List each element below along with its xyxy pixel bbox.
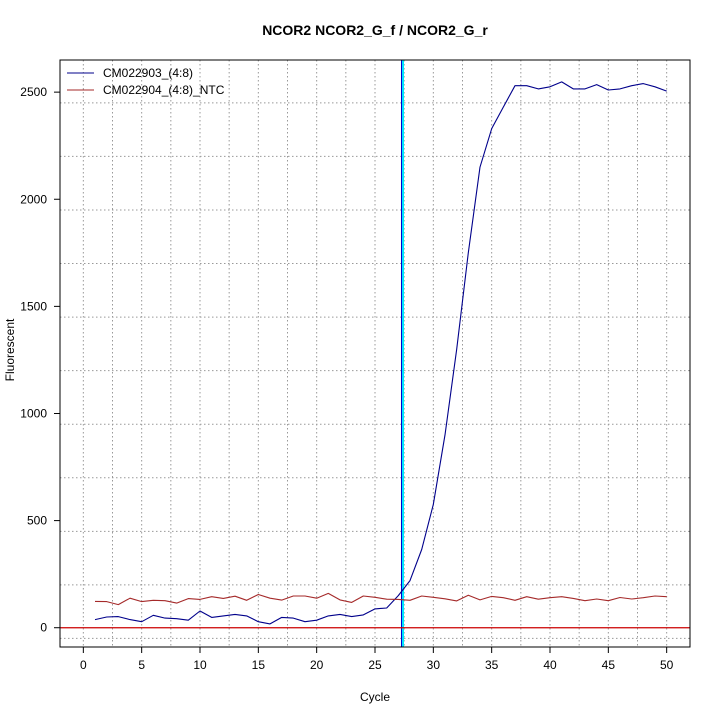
y-tick-label: 0 [40, 621, 47, 635]
x-tick-label: 15 [252, 658, 266, 672]
x-tick-label: 20 [310, 658, 324, 672]
threshold-layer [60, 60, 690, 647]
x-tick-label: 45 [602, 658, 616, 672]
x-tick-label: 35 [485, 658, 499, 672]
series-line-2 [94, 592, 667, 606]
x-tick-label: 0 [80, 658, 87, 672]
y-tick-label: 1000 [20, 406, 47, 420]
x-tick-label: 30 [427, 658, 441, 672]
grid [60, 60, 690, 647]
series-line-1 [94, 81, 667, 625]
x-tick-label: 25 [368, 658, 382, 672]
legend-label-2: CM022904_(4:8)_NTC [103, 83, 225, 97]
x-axis-label: Cycle [360, 690, 390, 704]
series-layer [94, 81, 667, 625]
chart-title: NCOR2 NCOR2_G_f / NCOR2_G_r [262, 22, 488, 38]
y-tick-label: 1500 [20, 299, 47, 313]
y-tick-label: 2000 [20, 192, 47, 206]
x-tick-label: 5 [138, 658, 145, 672]
y-tick-label: 500 [27, 514, 47, 528]
y-axis-label: Fluorescent [3, 318, 17, 381]
legend: CM022903_(4:8) CM022904_(4:8)_NTC [67, 66, 225, 97]
legend-label-1: CM022903_(4:8) [103, 66, 193, 80]
y-axis: 0 500 1000 1500 2000 2500 [20, 85, 61, 635]
x-axis: 0 5 10 15 20 25 30 35 40 45 50 [80, 646, 674, 672]
y-tick-label: 2500 [20, 85, 47, 99]
x-tick-label: 10 [193, 658, 207, 672]
x-tick-label: 50 [660, 658, 674, 672]
x-tick-label: 40 [543, 658, 557, 672]
